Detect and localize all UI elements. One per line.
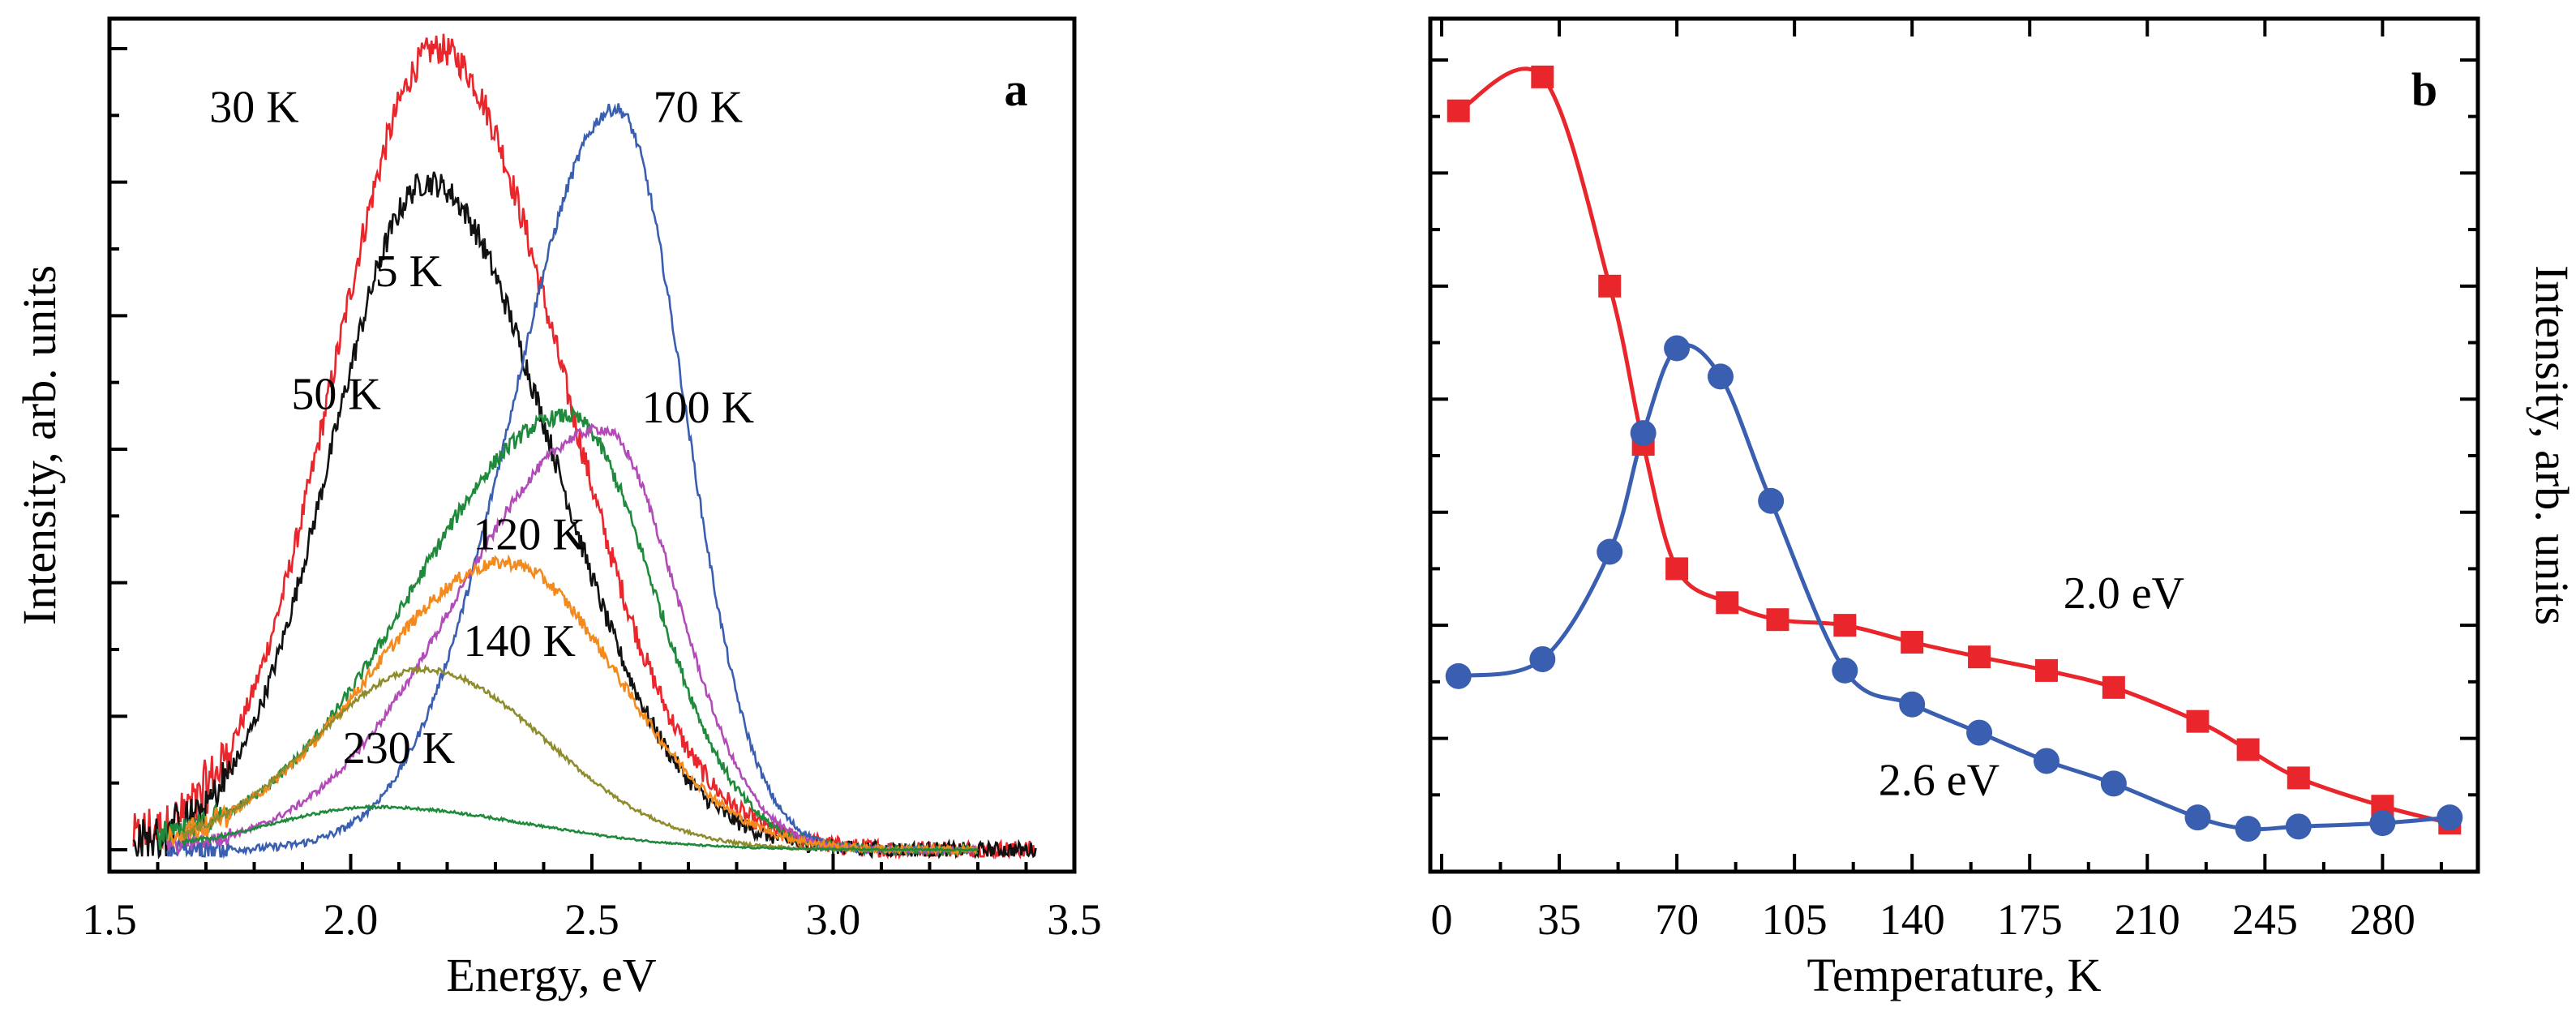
data-point-2-6-ev — [1445, 662, 1472, 689]
series-line-30-k — [132, 33, 1037, 860]
data-point-2-0-ev — [1598, 274, 1622, 298]
data-point-2-6-ev — [2369, 810, 2396, 837]
curve-label-70-k: 70 K — [654, 83, 743, 133]
x-tick-label: 2.5 — [564, 895, 619, 944]
data-point-2-0-ev — [1833, 614, 1857, 637]
x-tick-label: 105 — [1762, 895, 1828, 944]
data-point-2-0-ev — [1665, 557, 1689, 581]
x-tick-label: 175 — [1997, 895, 2063, 944]
data-point-2-0-ev — [1447, 99, 1470, 122]
x-tick-label: 140 — [1879, 895, 1945, 944]
panel-a-curve-labels: 30 K 5 K 70 K 50 K 100 K 120 K 140 K 230 K — [209, 83, 754, 774]
x-tick-label: 2.0 — [324, 895, 379, 944]
data-point-2-0-ev — [1968, 645, 1991, 669]
curve-label-2-6-ev: 2.6 eV — [1879, 755, 2000, 805]
panel-b-axes: 0 35 70 105 140 175 210 245 280 — [1430, 19, 2478, 944]
data-point-2-0-ev — [2186, 709, 2210, 733]
curve-label-140-k: 140 K — [464, 616, 576, 667]
data-point-2-6-ev — [2235, 816, 2261, 842]
curve-label-2-0-ev: 2.0 eV — [2064, 568, 2184, 619]
x-tick-label: 70 — [1655, 895, 1699, 944]
data-point-2-6-ev — [1664, 335, 1691, 362]
data-point-2-0-ev — [1716, 591, 1739, 615]
data-point-2-6-ev — [1630, 420, 1657, 447]
curve-label-50-k: 50 K — [291, 370, 380, 420]
series-line-100-k — [166, 422, 979, 857]
data-point-2-6-ev — [1758, 487, 1785, 514]
data-point-2-6-ev — [1832, 657, 1858, 684]
x-tick-label: 245 — [2232, 895, 2298, 944]
panel-b-curves — [1445, 65, 2463, 842]
series-line-230-k — [181, 804, 979, 852]
data-point-2-6-ev — [1899, 691, 1926, 718]
x-tick-label: 280 — [2350, 895, 2415, 944]
data-point-2-6-ev — [2437, 804, 2463, 831]
panel-b-frame — [1428, 16, 2480, 874]
panel-b-y-axis-title: Intensity, arb. units — [2526, 265, 2576, 625]
panel-b-letter: b — [2411, 63, 2437, 116]
data-point-2-6-ev — [1597, 538, 1623, 565]
data-point-2-6-ev — [1529, 645, 1556, 672]
panel-a-axes: 1.5 2.0 2.5 3.0 3.5 — [82, 47, 1102, 944]
data-point-2-0-ev — [1531, 65, 1554, 88]
data-point-2-0-ev — [2236, 738, 2260, 761]
data-point-2-0-ev — [1766, 608, 1789, 632]
x-tick-label: 3.5 — [1047, 895, 1102, 944]
data-point-2-6-ev — [1966, 719, 1993, 746]
data-point-2-0-ev — [2102, 675, 2125, 699]
panel-a-letter: a — [1005, 63, 1028, 116]
panel-a-y-axis-title: Intensity, arb. units — [13, 265, 66, 625]
x-tick-label: 210 — [2115, 895, 2180, 944]
data-point-2-0-ev — [1901, 631, 1924, 654]
panel-a-curves — [132, 33, 1037, 860]
x-tick-label: 35 — [1537, 895, 1581, 944]
curve-label-5-k: 5 K — [375, 246, 442, 297]
panel-b-x-axis-title: Temperature, K — [1807, 949, 2101, 1001]
data-point-2-6-ev — [1707, 363, 1734, 390]
data-point-2-6-ev — [2285, 813, 2312, 840]
panel-a-x-axis-title: Energy, eV — [446, 949, 656, 1001]
curve-label-230-k: 230 K — [343, 723, 455, 774]
curve-label-120-k: 120 K — [473, 510, 585, 560]
data-point-2-6-ev — [2100, 770, 2127, 797]
x-tick-label: 3.0 — [806, 895, 861, 944]
curve-label-30-k: 30 K — [209, 83, 298, 133]
data-point-2-0-ev — [2034, 658, 2058, 682]
x-tick-label: 1.5 — [82, 895, 137, 944]
panel-a: 1.5 2.0 2.5 3.0 3.5 30 K 5 K 70 K 50 K 100 K 120 … — [13, 16, 1102, 1001]
data-point-2-0-ev — [2287, 766, 2310, 790]
data-point-2-6-ev — [2033, 748, 2060, 774]
panel-b: 0 35 70 105 140 175 210 245 280 2.0 eV 2.6 eV b T… — [1428, 16, 2576, 1001]
panel-a-frame — [107, 16, 1077, 874]
data-point-2-6-ev — [2184, 804, 2211, 831]
x-tick-label: 0 — [1431, 895, 1453, 944]
panel-b-curve-labels: 2.0 eV 2.6 eV — [1879, 568, 2184, 805]
series-line-2-0-ev — [1457, 66, 2450, 825]
curve-label-100-k: 100 K — [642, 383, 754, 433]
